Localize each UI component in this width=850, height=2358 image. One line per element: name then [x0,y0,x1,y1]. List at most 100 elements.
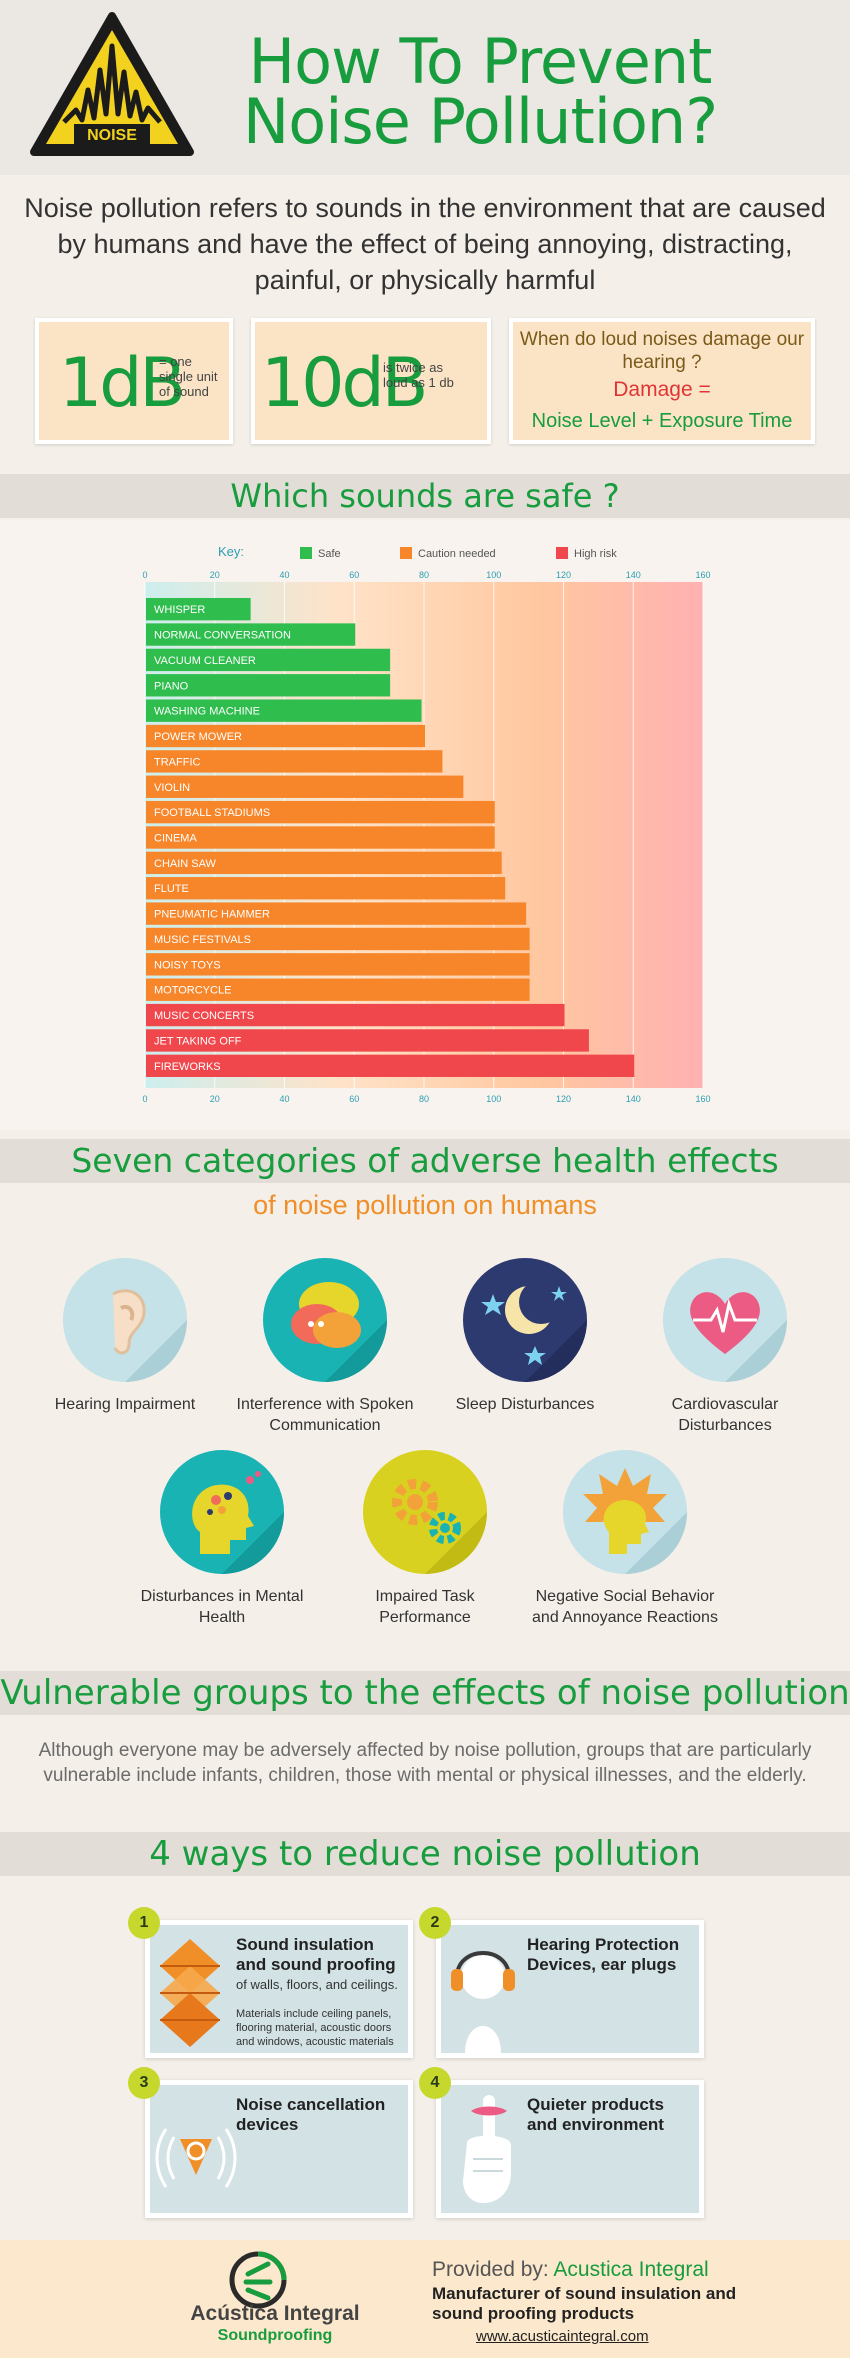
speech-bubbles-icon [263,1258,387,1382]
bar-label: MUSIC CONCERTS [154,1010,254,1022]
bar [146,902,527,925]
bar-label: VACUUM CLEANER [154,655,256,667]
health-subheading: of noise pollution on humans [253,1190,597,1220]
damage-box: When do loud noises damage our hearing ?… [509,318,815,444]
health-item-sleep: Sleep Disturbances [430,1258,620,1415]
header: NOISE How To Prevent Noise Pollution? [0,0,850,175]
title-line-2: Noise Pollution? [242,85,718,158]
legend-label: High risk [574,548,617,560]
x-tick-label-bottom: 80 [419,1094,429,1104]
health-label: Sleep Disturbances [455,1396,595,1413]
bar [146,1054,635,1077]
provided-by: Provided by: Acustica Integral [432,2258,709,2282]
bar [146,750,443,773]
bar [146,1029,589,1052]
health-label: Hearing Impairment [54,1396,196,1413]
angry-head-icon [563,1450,687,1574]
bar [146,674,391,697]
bar-label: NORMAL CONVERSATION [154,630,291,642]
x-tick-label-bottom: 160 [695,1094,710,1104]
bar [146,699,422,722]
way-title: Sound insulation and sound proofing [236,1935,396,1974]
bar-label: POWER MOWER [154,731,242,743]
way-number: 4 [419,2067,451,2099]
legend-label: Safe [318,548,341,560]
bar [146,775,464,798]
x-tick-label-top: 100 [486,570,501,580]
health-label: Interference with Spoken Communication [236,1396,414,1434]
bar [146,1003,565,1027]
acoustic-panel-icon [160,1939,220,2047]
db-desc-1: = one single unit of sound [159,354,218,399]
x-tick-label-bottom: 120 [556,1094,571,1104]
bar [146,877,506,900]
bar-label: WHISPER [154,604,205,616]
legend-label: Caution needed [418,548,496,560]
noise-level-chart: 0 0 20 20 40 40 60 60 80 80 100 100 120 120 140 140 160 1… [142,544,710,1104]
x-tick-label-top: 120 [556,570,571,580]
bar [146,623,356,646]
bar-label: CHAIN SAW [154,858,217,870]
way-number: 2 [419,1907,451,1939]
acustica-logo-icon [229,2251,287,2309]
bar-label: PIANO [154,680,189,692]
bar-label: MOTORCYCLE [154,985,231,997]
bar-label: JET TAKING OFF [154,1035,242,1047]
health-label: Disturbances in Mental Health [140,1588,304,1626]
legend-key-label: Key: [218,544,244,559]
x-tick-label-bottom: 20 [210,1094,220,1104]
x-tick-label-bottom: 140 [626,1094,641,1104]
bar-label: FLUTE [154,883,189,895]
bar-label: FOOTBALL STADIUMS [154,807,270,819]
bar-label: FIREWORKS [154,1061,221,1073]
x-tick-label-bottom: 0 [142,1094,147,1104]
x-tick-label-bottom: 60 [349,1094,359,1104]
bar [146,927,530,951]
way-title: Noise cancellation devices [236,2095,386,2134]
website-link[interactable]: www.acusticaintegral.com [476,2328,649,2345]
db-desc-2: is twice as loud as 1 db [383,360,454,390]
decibel-facts: 1dB = one single unit of sound 10dB is t… [35,318,815,444]
damage-formula: Noise Level + Exposure Time [531,410,793,432]
db-value-1: 1dB [59,344,186,423]
ways-heading: 4 ways to reduce noise pollution [0,1832,850,1876]
bar-label: CINEMA [154,833,197,845]
x-tick-label-bottom: 40 [279,1094,289,1104]
gears-icon [363,1450,487,1574]
way-card-2: 2 Hearing Protection Devices, ear plugs [419,1907,704,2058]
x-tick-label-top: 80 [419,570,429,580]
way-card-4: 4 Quieter products and environment [419,2067,704,2218]
bar [146,826,495,849]
health-item-communication: Interference with Spoken Communication [230,1258,420,1436]
way-number: 3 [128,2067,160,2099]
noise-cancel-icon [155,2128,237,2188]
vulnerable-heading: Vulnerable groups to the effects of nois… [0,1671,850,1715]
way-title: Quieter products and environment [527,2095,664,2134]
x-tick-label-top: 140 [626,570,641,580]
db-box-1: 1dB = one single unit of sound [35,318,233,444]
bar [146,851,502,875]
way-card-1: 1 Sound insulation and sound proofing of… [128,1907,413,2058]
health-item-cardiovascular: Cardiovascular Disturbances [630,1258,820,1436]
legend-swatch [400,547,412,559]
health-item-hearing: Hearing Impairment [30,1258,220,1415]
damage-question: When do loud noises damage our hearing ? [519,329,805,373]
x-tick-label-bottom: 100 [486,1094,501,1104]
noise-warning-sign-icon: NOISE [30,12,194,156]
heart-pulse-icon [663,1258,787,1382]
way-note: Materials include ceiling panels, floori… [236,2008,394,2048]
health-label: Impaired Task Performance [375,1588,475,1626]
chart-heading: Which sounds are safe ? [0,474,850,518]
noise-chart-area: 0 0 20 20 40 40 60 60 80 80 100 100 120 120 140 140 160 1… [0,520,850,1130]
title-line-1: How To Prevent [248,25,713,98]
bar [146,800,495,824]
x-tick-label-top: 60 [349,570,359,580]
shush-icon [463,2095,511,2203]
footer: Acústica Integral Soundproofing Provided… [0,2240,850,2358]
x-tick-label-top: 20 [210,570,220,580]
health-heading: Seven categories of adverse health effec… [0,1139,850,1183]
bar [146,724,425,748]
footer-brand: Acústica Integral [190,2302,360,2325]
way-subtitle: of walls, floors, and ceilings. [236,1977,398,1992]
